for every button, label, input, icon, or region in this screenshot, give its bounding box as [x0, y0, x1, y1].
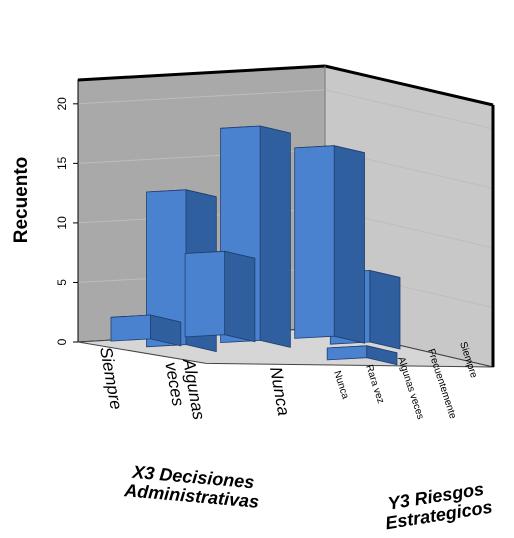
depth-category-label: Rara vez: [363, 364, 386, 405]
bar-front: [327, 346, 367, 360]
bar-front: [295, 146, 335, 339]
y-ticks: 0 5 10 15 20: [55, 97, 78, 346]
bar-side: [225, 251, 255, 341]
bar-algunas-veces-siempre: [185, 251, 255, 341]
x-category-label: Nunca: [266, 365, 293, 417]
y-tick-label: 5: [55, 279, 69, 286]
y-tick-label: 10: [55, 216, 69, 230]
bar-side: [260, 126, 290, 347]
bar-nunca-frecuentemente: [295, 146, 365, 344]
y-tick-label: 0: [55, 338, 69, 345]
y-tick-label: 15: [55, 156, 69, 170]
bar-side: [370, 271, 400, 350]
x-category-label-line: Siempre: [96, 345, 126, 411]
x-category-label-line: Nunca: [266, 365, 293, 417]
x-category-label: Siempre: [96, 345, 126, 411]
y-axis-title: Recuento: [11, 157, 32, 244]
bar-front: [111, 315, 151, 341]
bar-side: [334, 146, 364, 344]
x-axis-title: X3 Decisiones Administrativas: [123, 461, 262, 512]
y-tick-label: 20: [55, 97, 69, 111]
bar-front: [185, 251, 225, 337]
depth-axis-title: Y3 Riesgos Estrategicos: [381, 478, 494, 533]
depth-category-label: Nunca: [331, 370, 351, 401]
